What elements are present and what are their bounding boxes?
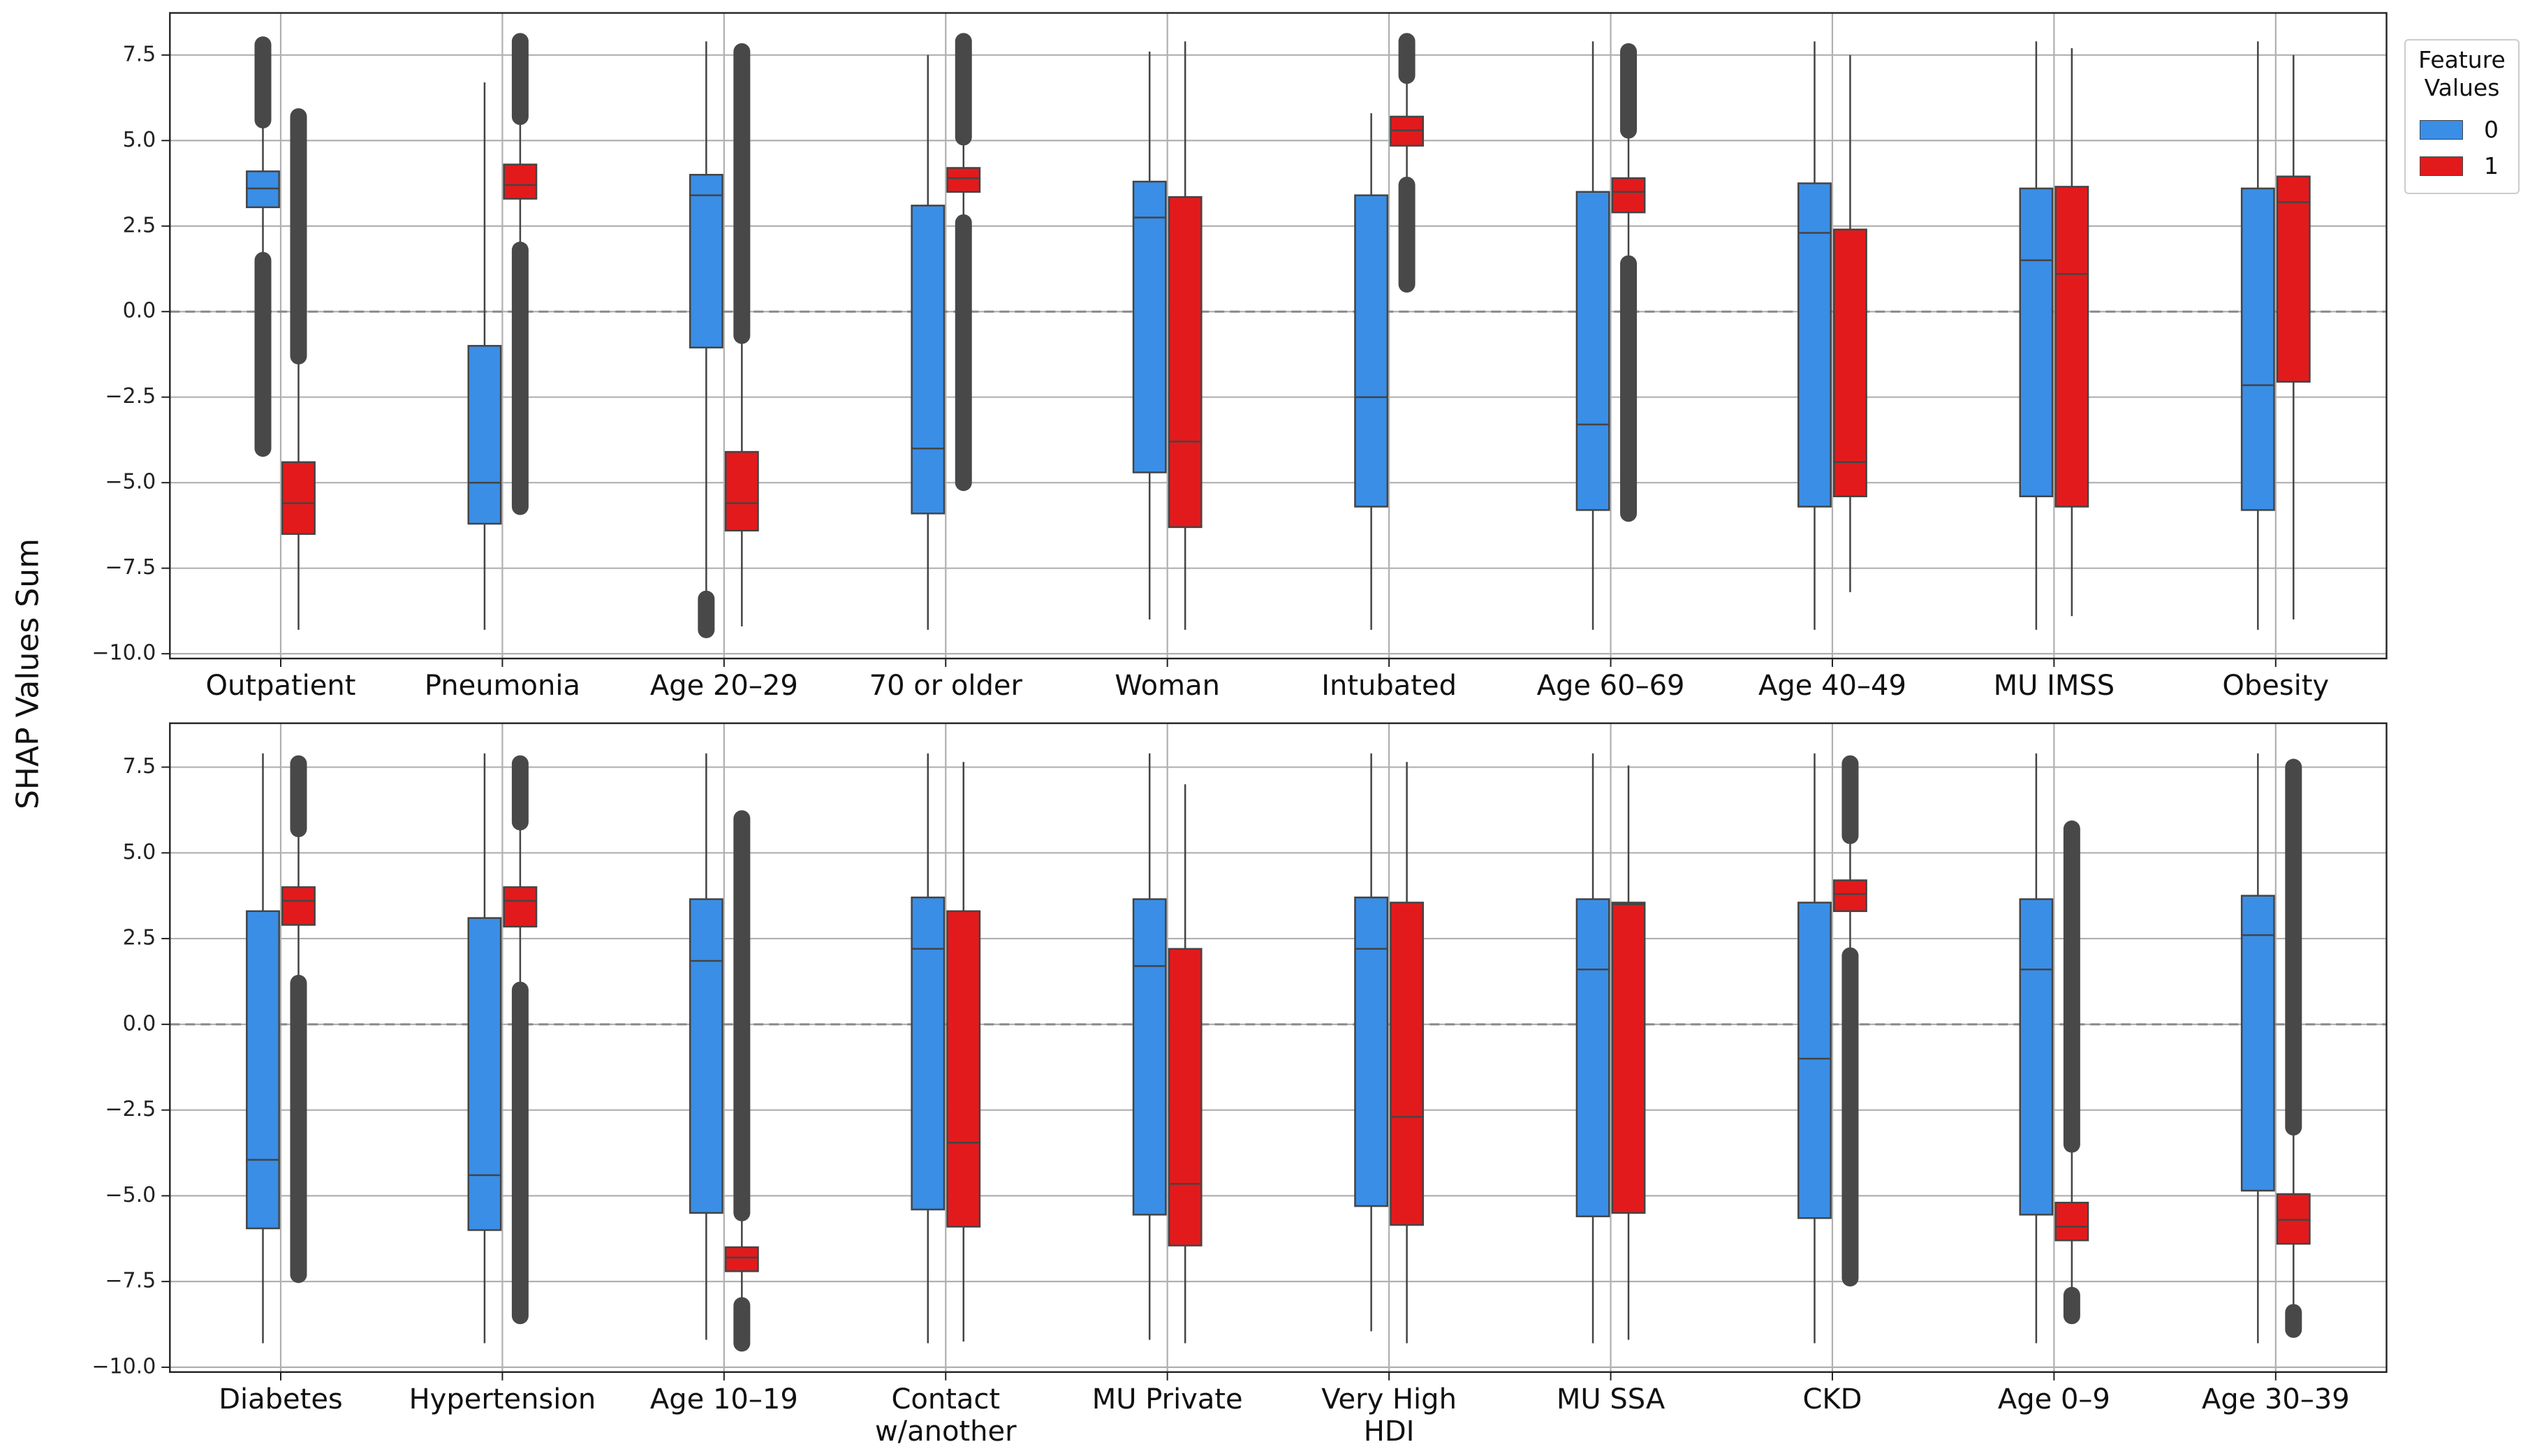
- legend-label: 0: [2484, 116, 2499, 143]
- y-tick-label: 7.5: [123, 754, 156, 779]
- box: [2019, 898, 2054, 1216]
- y-tick-label: 2.5: [123, 926, 156, 950]
- x-tick-label: Age 10–19: [649, 1383, 798, 1415]
- x-tick-label: Obesity: [2222, 670, 2330, 702]
- y-tick-label: −7.5: [105, 1269, 156, 1293]
- legend-title: Feature Values: [2418, 46, 2506, 101]
- y-tick-label: −5.0: [105, 1183, 156, 1207]
- box: [1168, 196, 1203, 529]
- box: [281, 461, 316, 535]
- box: [946, 910, 981, 1228]
- x-tick-label: Very High HDI: [1321, 1383, 1457, 1448]
- y-tick-label: −2.5: [105, 1097, 156, 1122]
- plot-frame: [169, 722, 2388, 1373]
- box: [503, 886, 538, 928]
- y-tick-label: −10.0: [91, 641, 156, 666]
- y-tick-label: −5.0: [105, 470, 156, 494]
- box: [689, 898, 723, 1214]
- box: [467, 917, 502, 1231]
- box: [1833, 228, 1867, 498]
- y-tick-label: 2.5: [123, 213, 156, 237]
- legend-swatch: [2420, 156, 2463, 176]
- box: [2019, 187, 2054, 498]
- box: [1611, 902, 1646, 1214]
- box: [946, 167, 981, 193]
- x-tick-label: MU IMSS: [1993, 670, 2115, 702]
- box: [1390, 902, 1425, 1226]
- y-tick-label: 5.0: [123, 128, 156, 152]
- plot-frame: [169, 12, 2388, 660]
- box: [911, 205, 946, 515]
- x-tick-label: Woman: [1115, 670, 1220, 702]
- box: [689, 174, 723, 348]
- box: [1833, 879, 1867, 913]
- x-tick-label: Age 60–69: [1536, 670, 1685, 702]
- box: [1132, 898, 1167, 1216]
- y-tick-label: 0.0: [123, 299, 156, 323]
- box: [1797, 902, 1832, 1219]
- box: [281, 886, 316, 926]
- y-tick-label: 7.5: [123, 42, 156, 66]
- x-tick-label: 70 or older: [869, 670, 1022, 702]
- y-tick-label: 5.0: [123, 840, 156, 865]
- x-tick-label: MU SSA: [1556, 1383, 1665, 1415]
- box: [1575, 191, 1610, 511]
- box: [1611, 177, 1646, 214]
- y-tick-label: −7.5: [105, 555, 156, 580]
- legend-item: 0: [2420, 117, 2510, 142]
- x-tick-label: Diabetes: [219, 1383, 343, 1415]
- y-tick-label: −2.5: [105, 384, 156, 409]
- legend-label: 1: [2484, 152, 2499, 179]
- box: [1797, 182, 1832, 508]
- box: [1575, 898, 1610, 1218]
- x-tick-label: MU Private: [1091, 1383, 1243, 1415]
- box: [2054, 186, 2089, 508]
- box: [2276, 175, 2311, 383]
- box: [1168, 948, 1203, 1247]
- y-tick-label: −10.0: [91, 1354, 156, 1378]
- box: [2054, 1201, 2089, 1242]
- x-tick-label: Contact w/another: [874, 1383, 1017, 1448]
- x-tick-label: Outpatient: [205, 670, 356, 702]
- box: [2240, 895, 2275, 1192]
- box: [2240, 187, 2275, 511]
- x-tick-label: Pneumonia: [424, 670, 580, 702]
- x-tick-label: Intubated: [1321, 670, 1457, 702]
- x-tick-label: CKD: [1802, 1383, 1862, 1415]
- y-tick-label: 0.0: [123, 1011, 156, 1036]
- x-tick-label: Age 40–49: [1758, 670, 1906, 702]
- x-tick-label: Age 20–29: [649, 670, 798, 702]
- box: [1132, 180, 1167, 473]
- y-axis-label: SHAP Values Sum: [10, 538, 46, 810]
- box: [724, 1246, 759, 1272]
- box: [724, 450, 759, 532]
- x-tick-label: Hypertension: [409, 1383, 596, 1415]
- box: [467, 344, 502, 525]
- box: [1354, 896, 1389, 1207]
- x-tick-label: Age 0–9: [1997, 1383, 2110, 1415]
- legend: Feature Values 0 1: [2404, 39, 2520, 194]
- box: [1354, 194, 1389, 508]
- box: [911, 896, 946, 1211]
- box: [246, 910, 280, 1230]
- box: [503, 163, 538, 200]
- legend-item: 1: [2420, 154, 2510, 179]
- legend-swatch: [2420, 120, 2463, 140]
- x-tick-label: Age 30–39: [2201, 1383, 2350, 1415]
